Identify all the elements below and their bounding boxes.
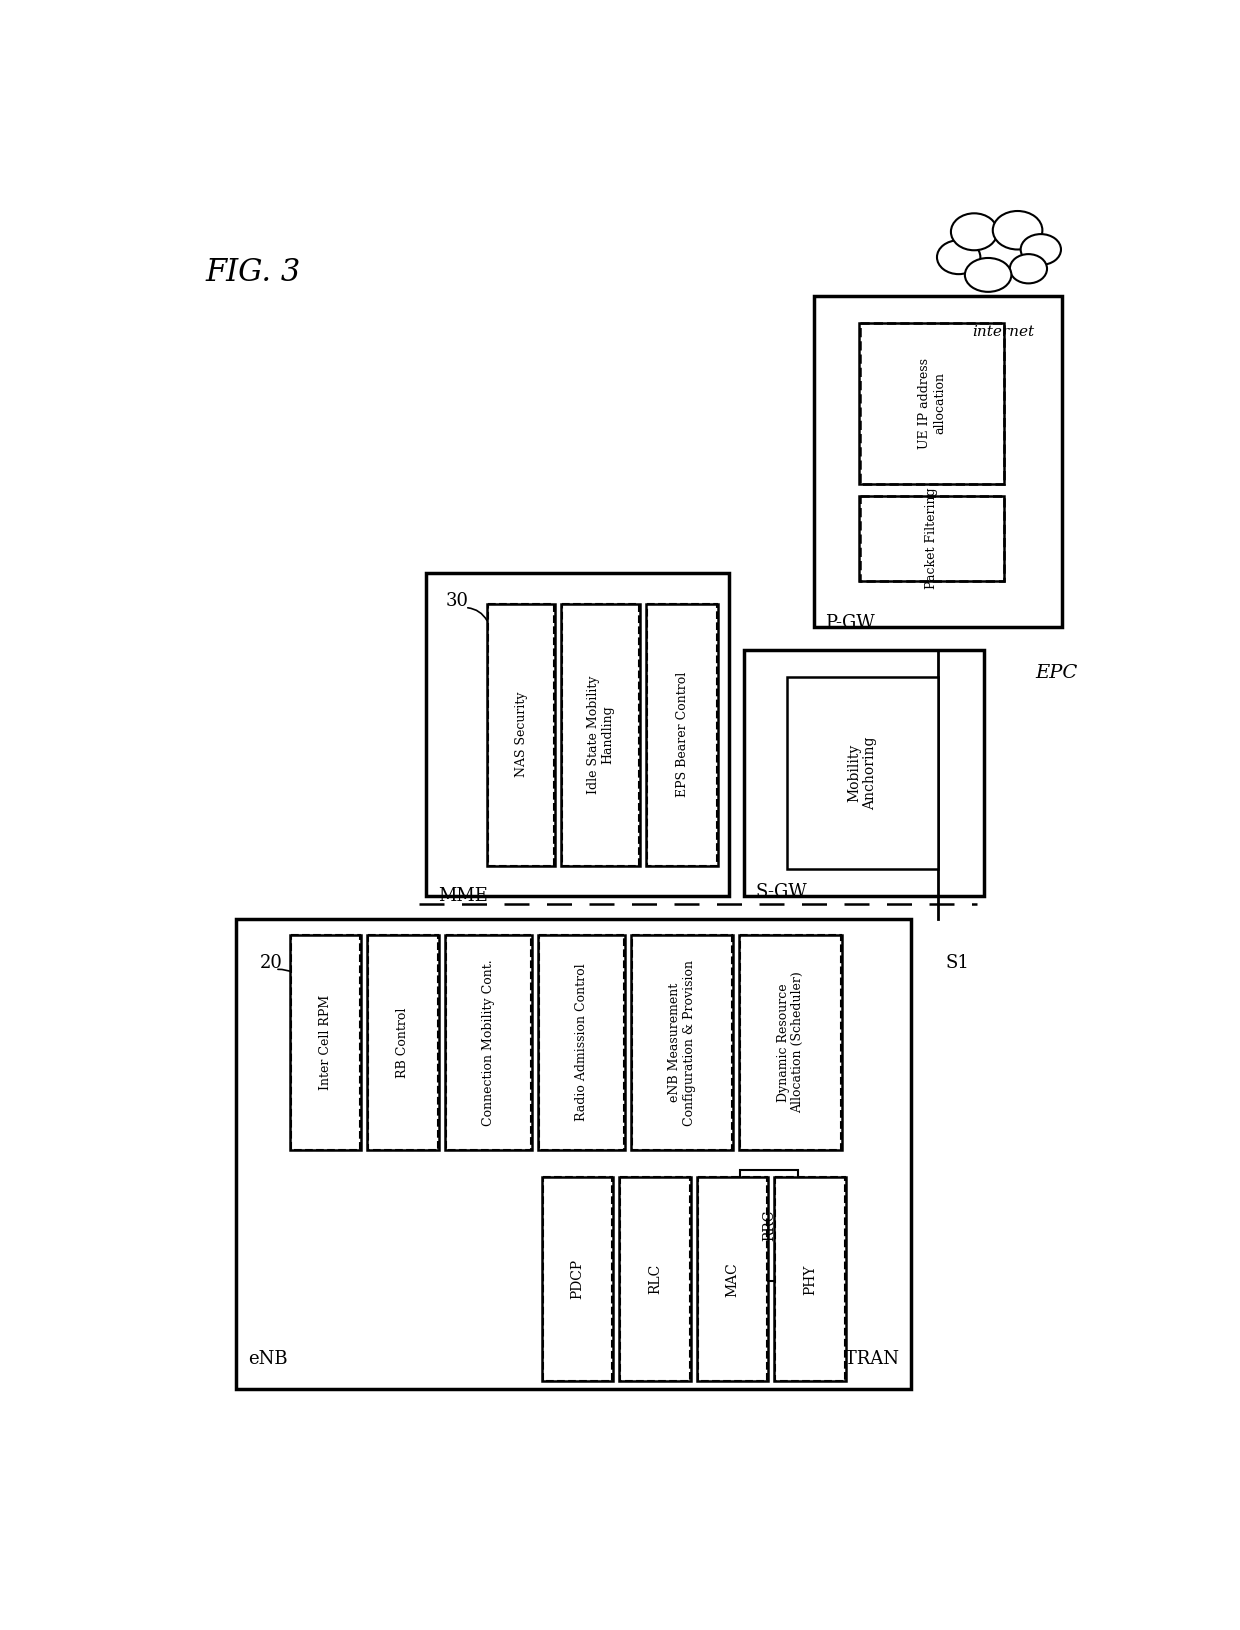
Text: EPC: EPC [1035,663,1078,681]
Ellipse shape [1009,254,1047,284]
FancyBboxPatch shape [934,241,1058,284]
Ellipse shape [966,230,1025,277]
Text: MME: MME [438,887,487,905]
FancyBboxPatch shape [368,934,438,1151]
FancyBboxPatch shape [740,1170,799,1281]
Text: Mobility
Anchoring: Mobility Anchoring [847,737,877,810]
FancyBboxPatch shape [562,603,640,866]
Text: eNB Measurement
Configuration & Provision: eNB Measurement Configuration & Provisio… [668,960,696,1126]
Text: Idle State Mobility
Handling: Idle State Mobility Handling [587,675,615,794]
Text: Dynamic Resource
Allocation (Scheduler): Dynamic Resource Allocation (Scheduler) [776,971,805,1113]
Text: Packet Filtering: Packet Filtering [925,487,939,588]
Text: P-GW: P-GW [826,615,875,632]
Text: E - UTRAN: E - UTRAN [799,1350,899,1368]
FancyBboxPatch shape [290,934,361,1151]
FancyBboxPatch shape [861,323,1003,484]
FancyBboxPatch shape [813,295,1061,628]
Text: EPS Bearer Control: EPS Bearer Control [676,672,688,797]
FancyBboxPatch shape [538,934,624,1151]
Text: RLC: RLC [647,1265,662,1294]
FancyBboxPatch shape [740,934,841,1151]
FancyBboxPatch shape [543,1177,613,1381]
Text: MAC: MAC [725,1262,739,1297]
Ellipse shape [993,210,1043,249]
Text: S1: S1 [945,954,970,971]
FancyBboxPatch shape [697,1177,768,1381]
Text: eNB: eNB [248,1350,288,1368]
Ellipse shape [951,214,997,251]
Text: Connection Mobility Cont.: Connection Mobility Cont. [482,960,495,1126]
FancyBboxPatch shape [427,572,729,897]
Text: PDCP: PDCP [570,1260,584,1299]
FancyBboxPatch shape [631,934,733,1151]
FancyBboxPatch shape [489,603,554,866]
Text: internet: internet [972,324,1034,339]
FancyBboxPatch shape [744,650,985,896]
Text: RRC: RRC [763,1209,776,1240]
Text: Radio Admission Control: Radio Admission Control [575,963,588,1121]
FancyBboxPatch shape [647,603,717,866]
Ellipse shape [937,240,981,274]
FancyBboxPatch shape [237,919,910,1389]
Ellipse shape [1021,235,1061,266]
FancyBboxPatch shape [861,496,1003,580]
Text: UE IP address
allocation: UE IP address allocation [918,359,946,448]
FancyBboxPatch shape [786,676,937,869]
Text: PHY: PHY [802,1265,817,1294]
FancyBboxPatch shape [620,1177,689,1381]
Text: S-GW: S-GW [755,883,807,901]
Text: 20: 20 [259,954,283,971]
Text: RB Control: RB Control [397,1007,409,1077]
Ellipse shape [965,258,1012,292]
Text: NAS Security: NAS Security [515,691,528,778]
Text: 30: 30 [445,592,469,610]
FancyBboxPatch shape [775,1177,844,1381]
Text: Inter Cell RPM: Inter Cell RPM [319,994,332,1090]
Text: FIG. 3: FIG. 3 [206,258,300,289]
FancyBboxPatch shape [445,934,531,1151]
